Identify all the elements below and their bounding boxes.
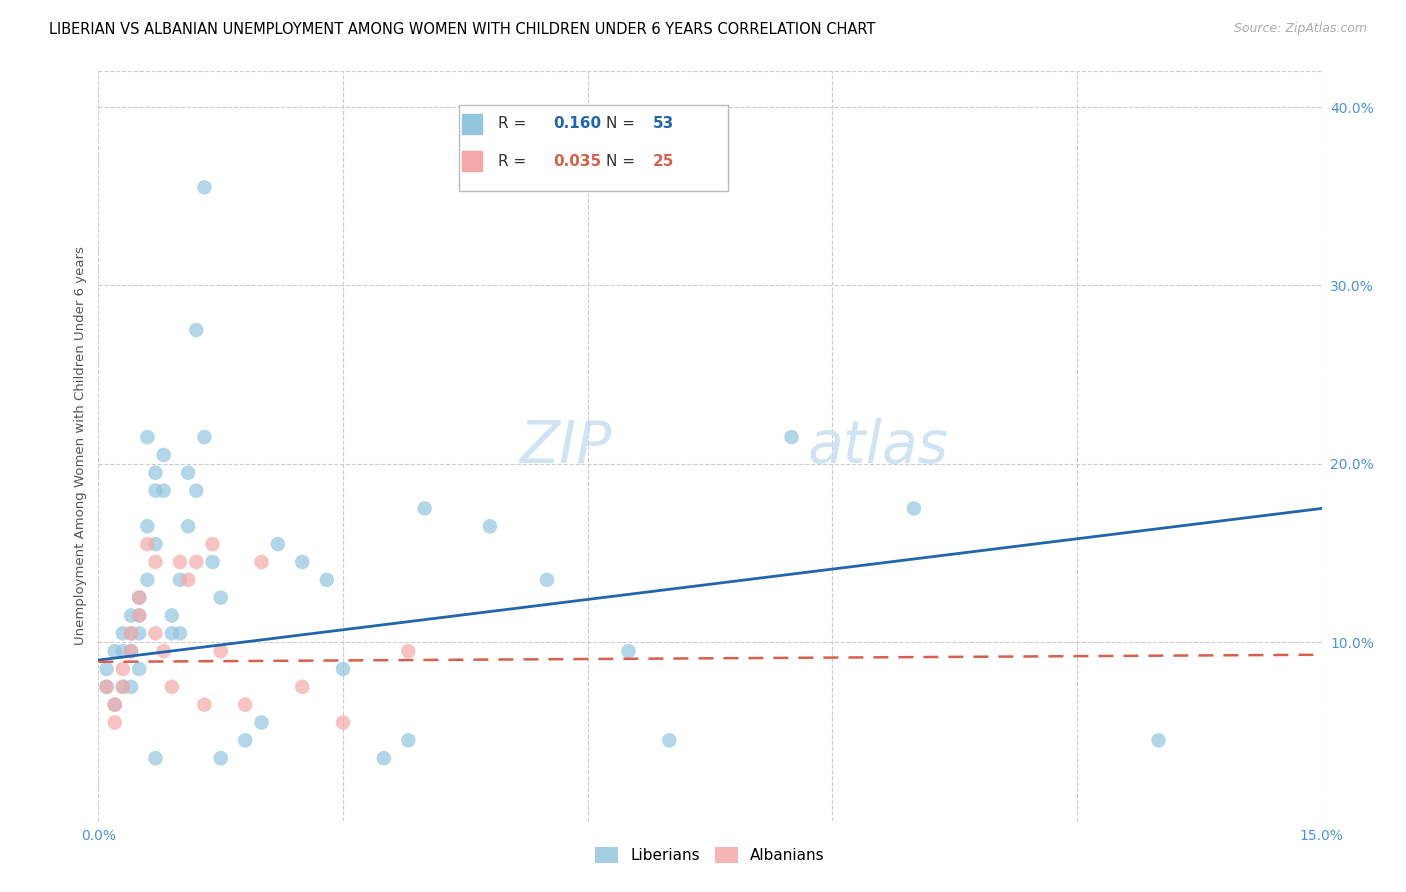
Point [177, 573, 200, 587]
Point [111, 626, 134, 640]
Point [396, 733, 419, 747]
Text: N =: N = [606, 153, 640, 169]
Point [104, 698, 127, 712]
Point [780, 430, 803, 444]
Point [136, 537, 159, 551]
Point [233, 698, 256, 712]
Point [332, 662, 354, 676]
Point [169, 573, 191, 587]
Point [658, 733, 681, 747]
Point [291, 680, 314, 694]
Point [186, 323, 208, 337]
Point [169, 555, 191, 569]
Point [315, 573, 337, 587]
Text: Source: ZipAtlas.com: Source: ZipAtlas.com [1233, 22, 1367, 36]
Point [96, 680, 118, 694]
Text: N =: N = [606, 116, 640, 131]
Point [145, 626, 167, 640]
Point [478, 519, 501, 533]
Text: LIBERIAN VS ALBANIAN UNEMPLOYMENT AMONG WOMEN WITH CHILDREN UNDER 6 YEARS CORREL: LIBERIAN VS ALBANIAN UNEMPLOYMENT AMONG … [49, 22, 876, 37]
Point [1147, 733, 1170, 747]
Point [120, 626, 142, 640]
Point [145, 466, 167, 480]
Text: atlas: atlas [808, 417, 949, 475]
Point [373, 751, 395, 765]
Point [120, 626, 142, 640]
Point [145, 537, 167, 551]
Point [145, 555, 167, 569]
Legend: Liberians, Albanians: Liberians, Albanians [589, 841, 831, 869]
Point [193, 430, 215, 444]
Point [96, 662, 118, 676]
Point [201, 555, 224, 569]
Point [396, 644, 419, 658]
Point [201, 537, 224, 551]
Point [536, 573, 558, 587]
Point [169, 626, 191, 640]
Point [291, 555, 314, 569]
Point [104, 698, 127, 712]
Text: ZIP: ZIP [520, 417, 612, 475]
Point [111, 680, 134, 694]
Point [120, 644, 142, 658]
Point [111, 662, 134, 676]
Point [160, 626, 183, 640]
Point [177, 466, 200, 480]
Point [152, 448, 174, 462]
Point [136, 519, 159, 533]
Point [136, 573, 159, 587]
Point [128, 662, 150, 676]
Point [152, 483, 174, 498]
Point [413, 501, 436, 516]
Point [120, 680, 142, 694]
Text: 53: 53 [652, 116, 673, 131]
Point [111, 644, 134, 658]
Point [120, 608, 142, 623]
Text: 0.160: 0.160 [554, 116, 602, 131]
Point [267, 537, 290, 551]
Point [145, 483, 167, 498]
Point [186, 555, 208, 569]
Point [128, 591, 150, 605]
Point [160, 608, 183, 623]
Point [209, 751, 232, 765]
Point [136, 430, 159, 444]
Point [128, 608, 150, 623]
Point [250, 555, 273, 569]
Point [104, 715, 127, 730]
Point [128, 626, 150, 640]
Point [177, 519, 200, 533]
Point [617, 644, 640, 658]
Point [104, 644, 127, 658]
FancyBboxPatch shape [460, 105, 728, 191]
Point [903, 501, 925, 516]
Point [120, 644, 142, 658]
Point [193, 180, 215, 194]
Y-axis label: Unemployment Among Women with Children Under 6 years: Unemployment Among Women with Children U… [75, 246, 87, 646]
Point [193, 698, 215, 712]
Point [332, 715, 354, 730]
Text: R =: R = [498, 153, 531, 169]
Point [128, 591, 150, 605]
Text: 0.035: 0.035 [554, 153, 602, 169]
Text: 25: 25 [652, 153, 673, 169]
Point [145, 751, 167, 765]
Point [233, 733, 256, 747]
Point [160, 680, 183, 694]
Point [186, 483, 208, 498]
Point [128, 608, 150, 623]
Point [250, 715, 273, 730]
Point [152, 644, 174, 658]
Point [96, 680, 118, 694]
Text: R =: R = [498, 116, 531, 131]
Point [209, 644, 232, 658]
Point [209, 591, 232, 605]
Point [111, 680, 134, 694]
